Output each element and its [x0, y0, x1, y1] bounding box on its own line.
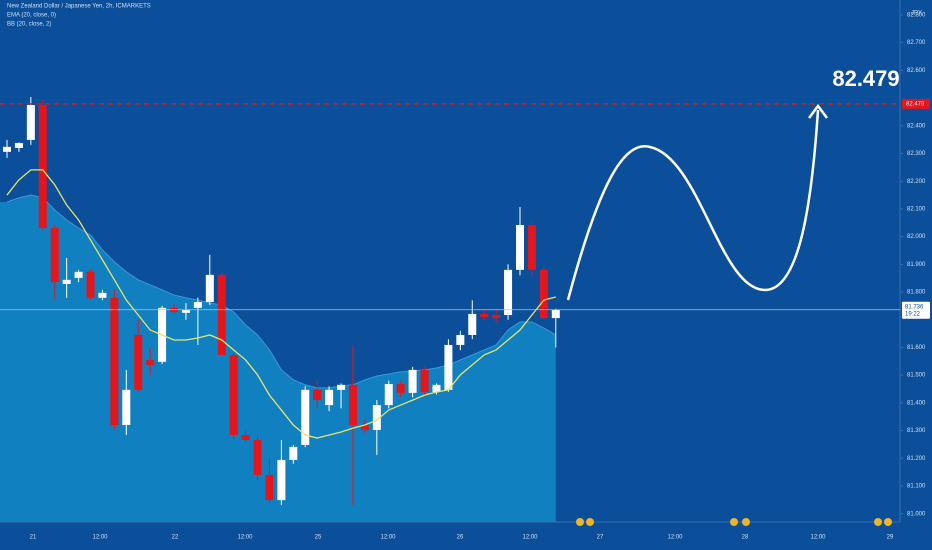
event-icons: [576, 518, 892, 526]
band-area: [0, 195, 556, 523]
y-tick-label: 81.200: [907, 456, 926, 462]
y-tick-label: 82.100: [907, 206, 926, 212]
x-tick-label: 12:00: [810, 535, 826, 541]
candle-body: [277, 459, 286, 501]
candle-body: [181, 310, 190, 313]
candle-body: [337, 384, 346, 390]
candle-body: [74, 271, 83, 278]
candle-body: [289, 446, 298, 460]
x-tick-label: 25: [315, 535, 322, 541]
x-tick-label: 12:00: [522, 535, 538, 541]
candle-body: [539, 269, 548, 319]
candle-body: [193, 302, 202, 308]
candle-body: [146, 359, 155, 365]
forecast-curve: [566, 109, 820, 301]
y-tick-label: 82.600: [907, 68, 926, 74]
y-tick-label: 81.900: [907, 262, 926, 268]
x-tick-label: 12:00: [667, 535, 683, 541]
candle-body: [313, 389, 322, 401]
candle-body: [98, 292, 107, 298]
target-annotation: 82.479: [832, 66, 899, 91]
candle-body: [372, 405, 381, 431]
y-tick-label: 82.700: [907, 40, 926, 46]
y-tick-label: 82.000: [907, 234, 926, 240]
x-tick-label: 22: [172, 535, 179, 541]
y-tick-label: 81.600: [907, 345, 926, 351]
candle-body: [504, 269, 513, 316]
candle-body: [301, 389, 310, 445]
candle-body: [253, 439, 262, 475]
candle-body: [110, 297, 119, 426]
x-tick-label: 12:00: [92, 535, 108, 541]
candle-body: [229, 354, 238, 435]
x-tick-label: 12:00: [380, 535, 396, 541]
last-price-label: 81.736: [905, 304, 924, 310]
candle-body: [3, 146, 11, 152]
candle-body: [217, 274, 226, 355]
candle-body: [241, 435, 250, 440]
forecast-arrowhead: [808, 103, 828, 119]
candle-body: [384, 384, 393, 406]
legend-entry: BB (20, close, 2): [7, 22, 51, 28]
candle-body: [468, 313, 477, 335]
legend-entry: EMA (20, close, 0): [7, 13, 56, 19]
candle-body: [456, 334, 465, 345]
band-edge: [6, 194, 557, 389]
candle-body: [205, 274, 214, 303]
y-tick-label: 82.400: [907, 123, 926, 129]
x-tick-label: 27: [597, 535, 604, 541]
candle-body: [515, 224, 524, 270]
ema-line: [6, 169, 556, 439]
y-tick-label: 82.200: [907, 179, 926, 185]
candle-body: [396, 384, 405, 393]
target-axis-box: [902, 98, 930, 109]
x-tick-label: 28: [742, 535, 749, 541]
candle-body: [360, 425, 369, 431]
candle-body: [265, 474, 274, 501]
candle-body: [134, 334, 143, 390]
candle-body: [62, 279, 71, 284]
candle-body: [408, 369, 417, 393]
candle-body: [50, 228, 59, 283]
y-tick-label: 81.400: [907, 400, 926, 406]
candle-body: [14, 142, 23, 148]
y-tick-label: 81.000: [907, 511, 926, 517]
y-tick-label: 82.300: [907, 151, 926, 157]
x-tick-label: 26: [457, 535, 464, 541]
y-tick-label: 82.800: [907, 13, 926, 19]
candle-body: [38, 105, 47, 229]
candle-body: [492, 315, 501, 319]
candle-body: [325, 389, 334, 406]
last-price-box: [902, 301, 930, 319]
candle-body: [348, 384, 357, 426]
y-tick-label: 81.100: [907, 484, 926, 490]
candle-body: [527, 224, 536, 270]
candle-body: [444, 344, 453, 390]
candle-body: [122, 389, 131, 426]
candle-body: [420, 369, 429, 393]
candle-body: [551, 309, 560, 319]
countdown-label: 19:22: [905, 311, 921, 317]
y-tick-label: 81.300: [907, 428, 926, 434]
candle-body: [86, 271, 95, 298]
x-tick-label: 21: [30, 535, 37, 541]
target-axis-label: 82.479: [906, 101, 925, 107]
candle-body: [480, 313, 489, 317]
candle-body: [432, 384, 441, 393]
y-tick-label: 81.500: [907, 373, 926, 379]
candle-body: [26, 105, 35, 140]
x-tick-label: 12:00: [237, 535, 253, 541]
legend-title: New Zealand Dollar / Japanese Yen, 2h, I…: [7, 4, 151, 10]
currency-label: JPY: [911, 11, 922, 17]
y-tick-label: 81.800: [907, 290, 926, 296]
x-tick-label: 29: [887, 535, 894, 541]
